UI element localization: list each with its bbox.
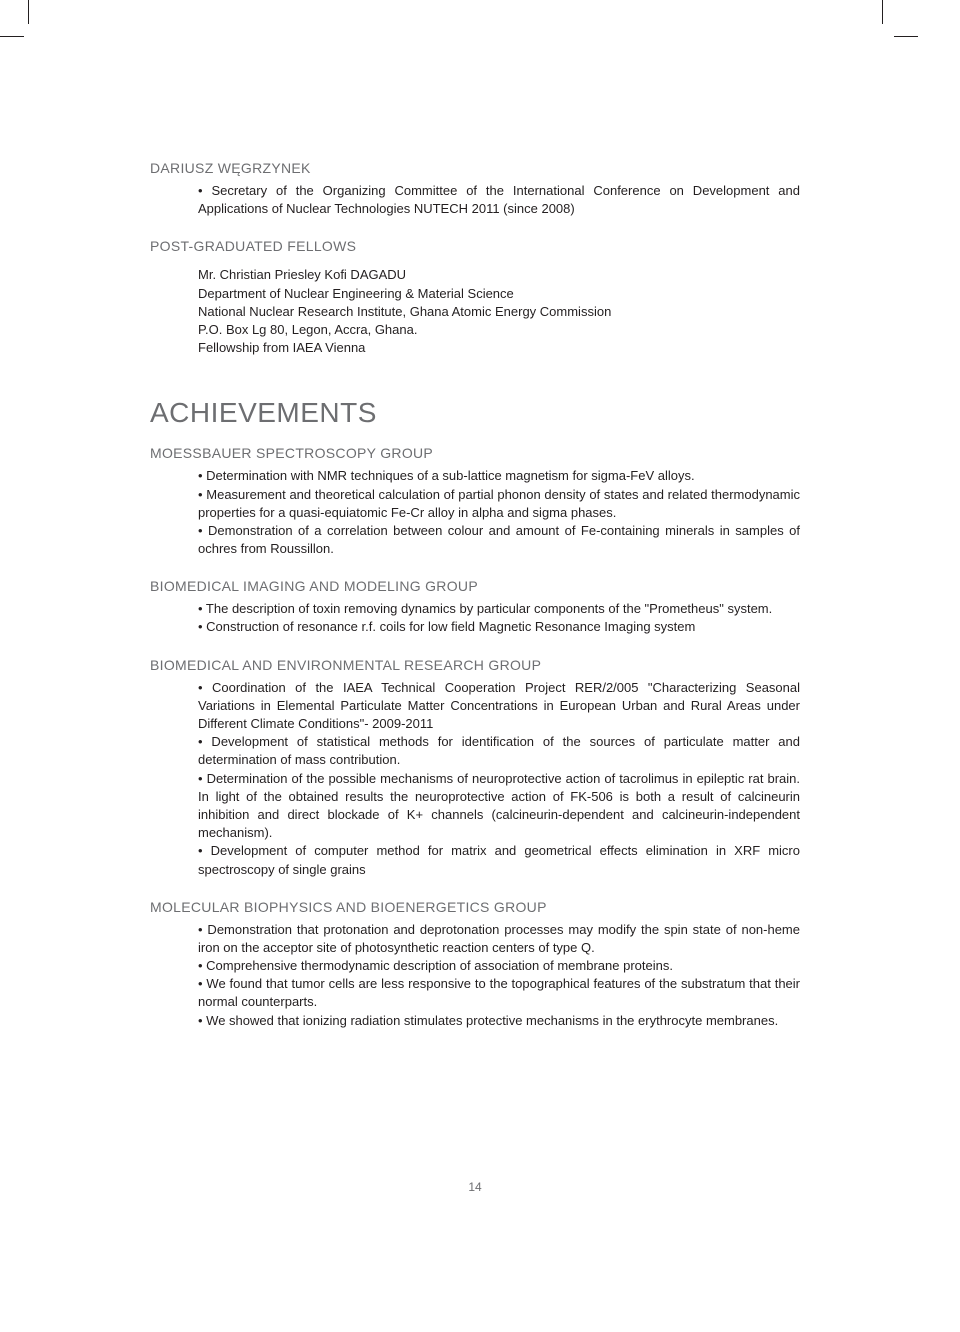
body-line: • Determination with NMR techniques of a… (198, 467, 800, 485)
body-line: Department of Nuclear Engineering & Mate… (198, 285, 800, 303)
body-line: • Secretary of the Organizing Committee … (198, 182, 800, 218)
body-line: • Comprehensive thermodynamic descriptio… (198, 957, 800, 975)
body-line: • Determination of the possible mechanis… (198, 770, 800, 843)
body-line: Fellowship from IAEA Vienna (198, 339, 800, 357)
main-heading: ACHIEVEMENTS (150, 397, 800, 429)
body-line: National Nuclear Research Institute, Gha… (198, 303, 800, 321)
body-line: • Demonstration of a correlation between… (198, 522, 800, 558)
section-heading: DARIUSZ WĘGRZYNEK (150, 160, 800, 176)
body-line: • We found that tumor cells are less res… (198, 975, 800, 1011)
section-body: • Determination with NMR techniques of a… (198, 467, 800, 558)
body-line: • Measurement and theoretical calculatio… (198, 486, 800, 522)
section-heading: BIOMEDICAL IMAGING AND MODELING GROUP (150, 578, 800, 594)
section-fellows: POST-GRADUATED FELLOWS Mr. Christian Pri… (150, 238, 800, 357)
achievement-section: BIOMEDICAL IMAGING AND MODELING GROUP • … (150, 578, 800, 636)
achievement-section: MOESSBAUER SPECTROSCOPY GROUP • Determin… (150, 445, 800, 558)
body-line: Mr. Christian Priesley Kofi DAGADU (198, 266, 800, 284)
section-heading: BIOMEDICAL AND ENVIRONMENTAL RESEARCH GR… (150, 657, 800, 673)
achievement-section: BIOMEDICAL AND ENVIRONMENTAL RESEARCH GR… (150, 657, 800, 879)
body-line: • Coordination of the IAEA Technical Coo… (198, 679, 800, 734)
section-body: Mr. Christian Priesley Kofi DAGADU Depar… (198, 266, 800, 357)
body-line: • Demonstration that protonation and dep… (198, 921, 800, 957)
body-line: • Development of computer method for mat… (198, 842, 800, 878)
section-heading: MOLECULAR BIOPHYSICS AND BIOENERGETICS G… (150, 899, 800, 915)
section-heading: MOESSBAUER SPECTROSCOPY GROUP (150, 445, 800, 461)
section-body: • Secretary of the Organizing Committee … (198, 182, 800, 218)
body-line: • We showed that ionizing radiation stim… (198, 1012, 800, 1030)
body-line: • The description of toxin removing dyna… (198, 600, 800, 618)
body-line: P.O. Box Lg 80, Legon, Accra, Ghana. (198, 321, 800, 339)
body-line: • Construction of resonance r.f. coils f… (198, 618, 800, 636)
section-person: DARIUSZ WĘGRZYNEK • Secretary of the Org… (150, 160, 800, 218)
section-body: • Demonstration that protonation and dep… (198, 921, 800, 1030)
page-number: 14 (150, 1180, 800, 1194)
achievement-section: MOLECULAR BIOPHYSICS AND BIOENERGETICS G… (150, 899, 800, 1030)
page-content: DARIUSZ WĘGRZYNEK • Secretary of the Org… (0, 0, 960, 1254)
section-body: • Coordination of the IAEA Technical Coo… (198, 679, 800, 879)
section-body: • The description of toxin removing dyna… (198, 600, 800, 636)
section-heading: POST-GRADUATED FELLOWS (150, 238, 800, 254)
body-line: • Development of statistical methods for… (198, 733, 800, 769)
